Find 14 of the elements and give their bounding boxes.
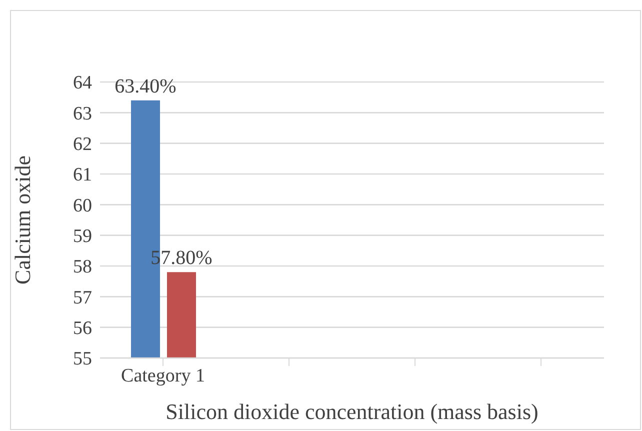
- data-label: 63.40%: [114, 75, 176, 98]
- y-tick-label: 55: [73, 348, 92, 370]
- y-tick-label: 60: [73, 195, 92, 216]
- y-tick-label: 57: [73, 287, 92, 308]
- x-axis-title: Silicon dioxide concentration (mass basis): [166, 399, 538, 424]
- y-tick-label: 62: [73, 134, 92, 156]
- y-tick-label: 63: [73, 103, 92, 124]
- y-tick-label: 59: [73, 226, 92, 248]
- x-tick-label: Category 1: [121, 365, 205, 386]
- y-tick-label: 56: [73, 318, 92, 340]
- y-axis-title: Calcium oxide: [10, 156, 35, 284]
- y-tick-label: 58: [73, 256, 92, 278]
- y-tick-label: 64: [73, 72, 92, 94]
- y-tick-label: 61: [73, 164, 92, 186]
